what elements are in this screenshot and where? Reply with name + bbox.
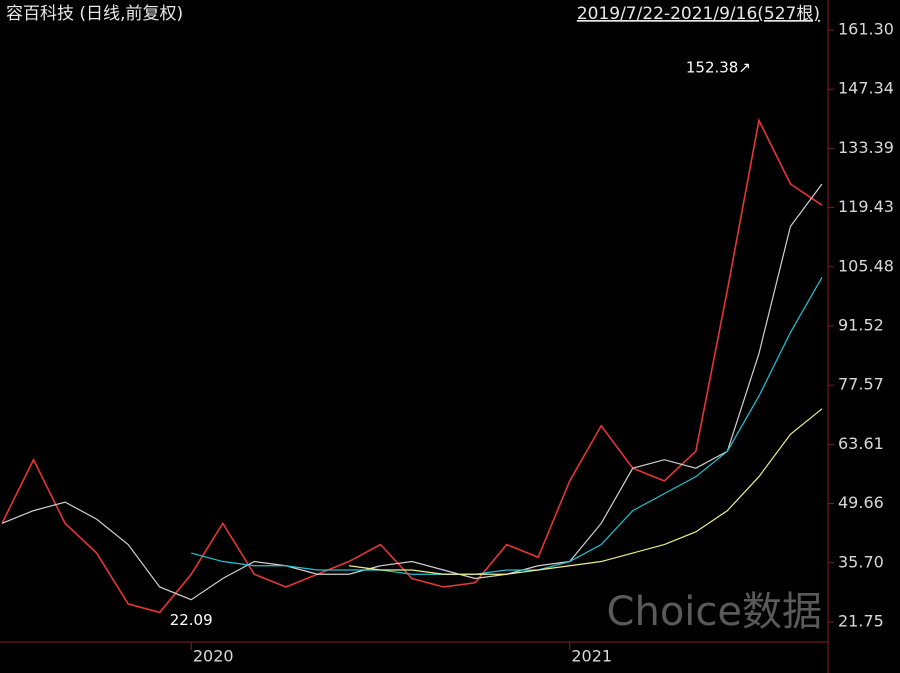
x-tick-label: 2021: [571, 647, 612, 666]
y-tick-label: 119.43: [838, 197, 894, 216]
y-tick-label: 91.52: [838, 316, 884, 335]
date-range: 2019/7/22-2021/9/16(527根): [577, 4, 820, 24]
y-tick-label: 63.61: [838, 434, 884, 453]
series-line: [191, 277, 823, 575]
watermark: Choice数据: [607, 589, 822, 635]
y-tick-label: 21.75: [838, 611, 884, 630]
annotation: 22.09: [170, 611, 213, 629]
y-tick-label: 105.48: [838, 256, 894, 275]
y-tick-label: 133.39: [838, 138, 894, 157]
x-tick-label: 2020: [193, 647, 234, 666]
annotation: 152.38↗: [686, 58, 751, 76]
series-line: [348, 408, 823, 575]
y-tick-label: 35.70: [838, 552, 884, 571]
chart-title: 容百科技 (日线,前复权): [6, 4, 183, 24]
y-tick-label: 49.66: [838, 493, 884, 512]
y-tick-label: 147.34: [838, 79, 894, 98]
y-tick-label: 161.30: [838, 19, 894, 38]
series-line: [1, 117, 823, 614]
y-tick-label: 77.57: [838, 375, 884, 394]
series-line: [1, 183, 823, 601]
